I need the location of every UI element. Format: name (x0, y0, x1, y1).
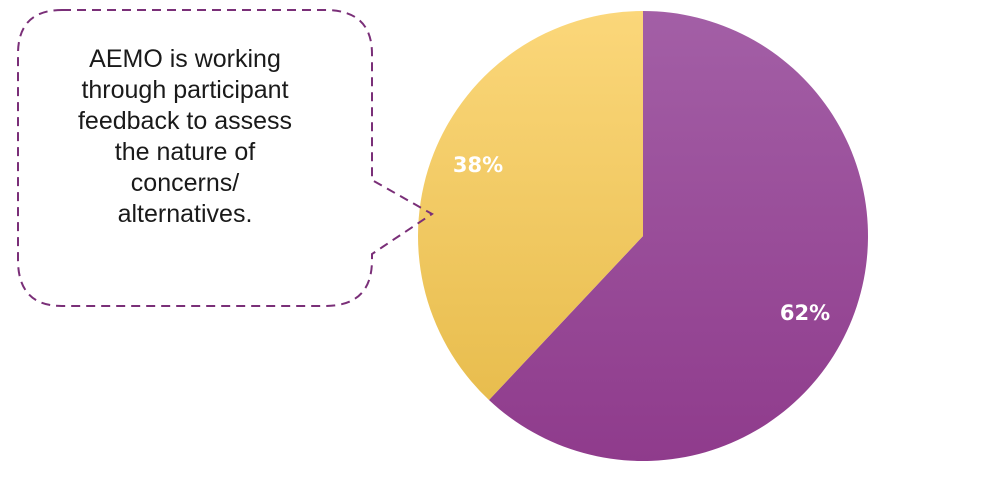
pie-slice-2 (418, 11, 643, 401)
data-label-1: 62% (780, 301, 830, 325)
callout-text: AEMO is working through participant feed… (40, 44, 330, 230)
pie-slice-1 (488, 11, 869, 461)
callout-line-4: the nature of (114, 138, 256, 166)
callout-line-6: alternatives. (117, 200, 253, 228)
callout-line-3: feedback to assess (77, 107, 292, 135)
callout-line-5: concerns/ (130, 169, 240, 197)
callout-line-2: through participant (81, 76, 289, 104)
callout-line-1: AEMO is working (89, 45, 281, 73)
pie-data-labels: 62% 38% (453, 153, 830, 325)
speech-bubble-callout (17, 9, 434, 307)
pie-slices (418, 11, 869, 461)
data-label-2: 38% (453, 153, 503, 177)
